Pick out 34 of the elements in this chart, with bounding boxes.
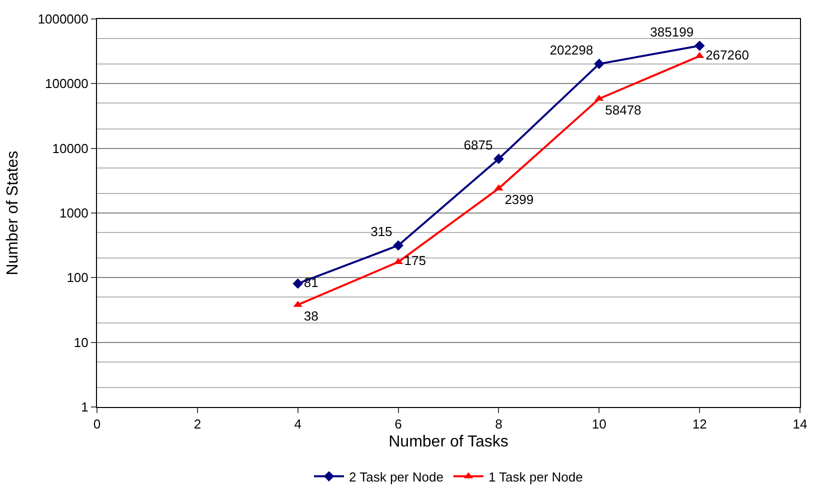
legend-label: 1 Task per Node bbox=[488, 469, 583, 484]
data-label: 2399 bbox=[504, 192, 534, 208]
x-tick-label: 12 bbox=[692, 416, 707, 432]
x-tick-label: 8 bbox=[495, 416, 502, 432]
y-tick-label: 1 bbox=[81, 400, 88, 415]
x-tick-label: 4 bbox=[294, 416, 302, 432]
data-label: 385199 bbox=[650, 24, 694, 40]
y-tick-label: 1000 bbox=[59, 206, 88, 221]
point bbox=[694, 40, 705, 51]
y-tick-label: 10000 bbox=[52, 140, 88, 156]
data-label: 175 bbox=[404, 253, 426, 268]
point bbox=[393, 240, 404, 251]
point bbox=[494, 154, 504, 164]
x-tick-label: 10 bbox=[592, 416, 606, 432]
data-label: 81 bbox=[304, 274, 318, 290]
data-label: 202298 bbox=[550, 42, 594, 58]
data-label: 58478 bbox=[605, 102, 642, 118]
x-tick-label: 2 bbox=[194, 416, 202, 432]
x-tick-label: 14 bbox=[792, 416, 808, 432]
point bbox=[292, 278, 304, 289]
y-tick-label: 10 bbox=[74, 334, 88, 350]
data-label: 315 bbox=[370, 224, 392, 240]
data-label: 6875 bbox=[464, 138, 493, 153]
y-axis-title: Number of States bbox=[4, 150, 22, 276]
point bbox=[594, 58, 604, 70]
y-tick-label: 100 bbox=[66, 270, 88, 286]
x-axis-title: Number of Tasks bbox=[388, 433, 508, 450]
data-label: 267260 bbox=[706, 47, 749, 62]
legend-label: 2 Task per Node bbox=[349, 469, 444, 484]
x-tick-label: 6 bbox=[394, 416, 402, 432]
x-tick-label: 0 bbox=[93, 416, 101, 432]
data-label: 38 bbox=[304, 308, 318, 324]
y-tick-label: 100000 bbox=[45, 76, 88, 92]
y-tick-label: 1000000 bbox=[38, 12, 88, 27]
